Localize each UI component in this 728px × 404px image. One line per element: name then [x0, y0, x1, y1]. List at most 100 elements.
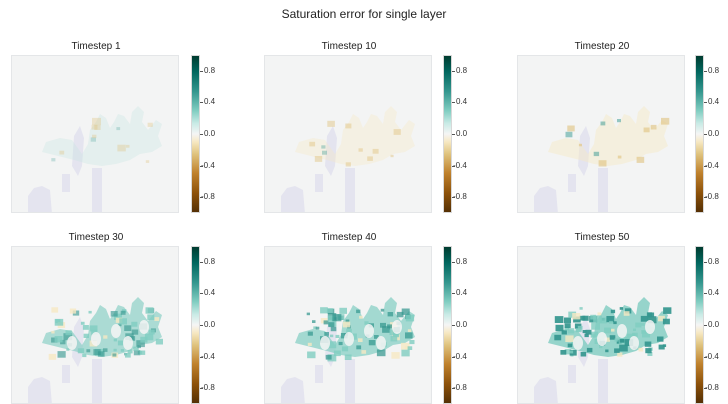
error-cell: [322, 150, 327, 155]
error-cell: [401, 349, 410, 357]
colorbar: [443, 246, 452, 404]
heatmap-panel: [517, 246, 685, 404]
error-cell: [155, 338, 163, 345]
error-cell: [82, 353, 87, 358]
inactive-cell-region: [345, 168, 355, 212]
error-cell: [345, 162, 351, 167]
colorbar-tick-mark: [704, 70, 707, 72]
error-cell: [309, 141, 316, 147]
error-cell: [342, 321, 351, 328]
error-cell: [358, 338, 363, 342]
error-cell: [63, 333, 73, 341]
error-cell: [54, 318, 64, 326]
error-cell: [643, 127, 650, 133]
error-cell: [605, 349, 609, 353]
panel-title: Timestep 1: [71, 41, 121, 52]
colorbar-tick-mark: [704, 165, 707, 167]
inactive-cell-region: [315, 365, 323, 383]
error-cell: [591, 331, 598, 337]
inactive-cell-region: [62, 365, 70, 383]
colorbar-tick-label: -0.8: [705, 383, 719, 393]
colorbar-tick-mark: [200, 388, 203, 390]
near-zero-spot: [364, 324, 374, 338]
error-cell: [573, 316, 581, 323]
colorbar: [443, 55, 452, 213]
inactive-cell-region: [72, 126, 84, 176]
error-cell: [564, 349, 572, 355]
inactive-cell-region: [568, 174, 576, 192]
error-cell: [626, 333, 636, 341]
error-cell: [407, 329, 412, 332]
error-cell: [307, 351, 316, 359]
error-cell: [346, 328, 352, 334]
panel-title: Timestep 10: [321, 41, 377, 52]
error-cell: [554, 334, 562, 341]
error-cell: [92, 134, 97, 139]
error-cell: [86, 349, 91, 353]
colorbar-tick-mark: [452, 356, 455, 358]
error-cell: [144, 333, 154, 341]
error-cell: [577, 325, 583, 330]
heatmap-panel: [11, 246, 179, 404]
error-cell: [133, 346, 139, 351]
colorbar-tick-label: 0.4: [456, 97, 468, 107]
error-cell: [650, 124, 657, 130]
error-cell: [356, 309, 361, 314]
error-cell: [320, 307, 328, 314]
panel-title: Timestep 50: [574, 232, 630, 243]
error-cell: [613, 321, 617, 325]
near-zero-spot: [629, 336, 639, 350]
error-cell: [112, 353, 117, 357]
inactive-cell-region: [92, 359, 102, 403]
error-cell: [145, 307, 154, 314]
colorbar-tick-mark: [452, 197, 455, 199]
error-cell: [154, 317, 160, 321]
error-cell: [564, 317, 571, 324]
error-cell: [307, 331, 313, 336]
error-cell: [387, 312, 394, 317]
inactive-cell-region: [28, 186, 52, 212]
error-cell: [126, 144, 130, 148]
error-cell: [567, 125, 575, 132]
heatmap-panel: [264, 55, 432, 213]
colorbar-tick-mark: [704, 388, 707, 390]
error-cell: [578, 143, 582, 147]
error-cell: [339, 307, 347, 314]
error-cell: [345, 123, 352, 129]
error-cell: [387, 324, 392, 329]
error-cell: [372, 148, 379, 154]
colorbar-tick-mark: [200, 70, 203, 72]
error-cell: [598, 160, 607, 167]
error-cell: [114, 313, 122, 320]
error-cell: [90, 137, 96, 142]
near-zero-spot: [139, 320, 149, 334]
error-cell: [80, 321, 85, 325]
error-cell: [658, 344, 665, 350]
colorbar-tick-label: 0.0: [456, 320, 468, 329]
error-cell: [580, 352, 587, 357]
error-cell: [89, 325, 98, 332]
error-cell: [54, 336, 63, 343]
error-cell: [597, 312, 602, 316]
error-cell: [117, 340, 124, 346]
error-cell: [636, 156, 645, 163]
colorbar-tick-label: -0.8: [201, 192, 215, 202]
colorbar: [695, 55, 704, 213]
error-cell: [321, 145, 326, 149]
colorbar-tick-label: -0.4: [705, 160, 719, 170]
error-cell: [51, 330, 55, 334]
error-cell: [624, 339, 634, 346]
error-cell: [606, 316, 615, 323]
error-cell: [579, 307, 583, 310]
error-cell: [124, 325, 132, 331]
inactive-cell-region: [568, 365, 576, 383]
inactive-cell-region: [315, 174, 323, 192]
error-cell: [380, 308, 385, 312]
error-cell: [567, 343, 573, 348]
error-cell: [57, 351, 66, 358]
error-cell: [567, 328, 575, 334]
error-cell: [333, 350, 341, 357]
error-cell: [617, 352, 623, 357]
near-zero-spot: [376, 336, 386, 350]
error-cell: [657, 336, 664, 342]
